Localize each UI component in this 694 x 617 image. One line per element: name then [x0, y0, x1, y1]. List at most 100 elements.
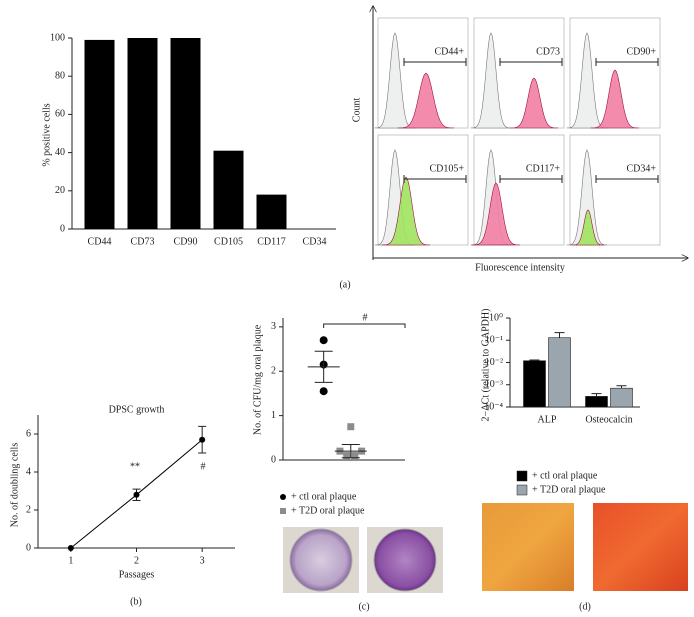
x-tick-label: 1 [68, 555, 73, 566]
bar [548, 337, 571, 408]
point [199, 436, 206, 443]
gate [595, 175, 659, 183]
flow-y-label: Count [351, 98, 362, 123]
point [133, 491, 140, 498]
x-tick-label: ALP [538, 414, 557, 425]
y-tick-label: 6 [26, 428, 31, 439]
y-tick-label: 60 [55, 109, 65, 120]
bar [256, 194, 287, 229]
marker-peak [471, 182, 521, 246]
annotation: # [201, 461, 206, 472]
stain-photo [593, 503, 688, 591]
point [351, 452, 359, 460]
marker-peak [381, 176, 431, 246]
legend-marker [280, 494, 286, 500]
y-tick-label: 0 [26, 542, 31, 553]
marker-peak [509, 77, 559, 129]
error-bar [554, 332, 565, 338]
marker-peak [590, 69, 640, 129]
point [347, 423, 355, 431]
legend-label: + ctl oral plaque [532, 470, 598, 481]
panel-label: (c) [358, 601, 369, 612]
x-tick-label: CD105 [214, 236, 243, 247]
marker-peak [571, 209, 605, 246]
gate-label: CD90+ [626, 46, 656, 57]
gate-label: CD34+ [626, 163, 656, 174]
bar [610, 387, 633, 408]
x-tick-label: 3 [200, 555, 205, 566]
y-tick-label: 20 [55, 185, 65, 196]
y-tick-label: 10⁻³ [485, 379, 503, 390]
x-tick-label: CD73 [131, 236, 155, 247]
y-tick-label: 0 [60, 223, 65, 234]
y-tick-label: 10⁻² [485, 357, 503, 368]
significance-bracket [323, 323, 406, 328]
point [343, 452, 351, 460]
error-bar [314, 350, 333, 383]
y-axis-label: % positive cells [41, 103, 52, 166]
annotation: # [363, 312, 368, 323]
panel-label: (b) [130, 596, 142, 607]
gate-label: CD44+ [434, 46, 464, 57]
gate-label: CD105+ [429, 163, 464, 174]
y-tick-label: 40 [55, 147, 65, 158]
panel-label: (a) [339, 279, 350, 290]
isotype-peak [470, 32, 512, 129]
y-axis-label: No. of doubling cells [9, 443, 20, 528]
y-tick-label: 3 [271, 321, 276, 332]
x-tick-label: CD44 [88, 236, 112, 247]
colony-photo [373, 528, 437, 592]
gate [403, 58, 467, 66]
y-tick-label: 100 [50, 32, 65, 43]
x-tick-label: CD34 [303, 236, 327, 247]
y-tick-label: 80 [55, 70, 65, 81]
legend-label: + T2D oral plaque [291, 505, 365, 516]
gate-label: CD117+ [526, 163, 561, 174]
flow-x-label: Fluorescence intensity [475, 262, 565, 273]
x-tick-label: CD90 [174, 236, 198, 247]
isotype-peak [566, 149, 608, 246]
x-tick-label: CD117 [257, 236, 286, 247]
error-bar [616, 385, 627, 389]
bar [585, 396, 608, 408]
legend-label: + ctl oral plaque [291, 491, 357, 502]
gate [595, 58, 659, 66]
gate [499, 175, 563, 183]
legend-label: + T2D oral plaque [532, 484, 606, 495]
error-bar [591, 393, 602, 397]
y-tick-label: 10⁻¹ [485, 335, 503, 346]
x-axis-label: Passages [119, 569, 155, 580]
stain-photo [482, 503, 574, 591]
gate-label: CD73 [536, 46, 560, 57]
gate [499, 58, 563, 66]
point [319, 336, 328, 345]
panel-label: (d) [579, 601, 591, 612]
y-tick-label: 1 [271, 410, 276, 421]
error-bar [341, 443, 360, 459]
bar [213, 150, 244, 229]
bar [523, 360, 546, 408]
point [67, 545, 74, 551]
y-tick-label: 10⁻⁴ [484, 401, 503, 412]
gate [403, 175, 467, 183]
y-tick-label: 2 [271, 366, 276, 377]
marker-peak [397, 72, 455, 129]
legend-swatch [516, 470, 528, 482]
colony-photo [289, 528, 353, 592]
y-tick-label: 10⁰ [489, 312, 503, 323]
y-tick-label: 2 [26, 504, 31, 515]
legend-swatch [516, 484, 528, 496]
x-tick-label: Osteocalcin [585, 414, 632, 425]
y-tick-label: 4 [26, 466, 31, 477]
y-axis-label: No. of CFU/mg oral plaque [252, 324, 263, 435]
x-tick-label: 2 [134, 555, 139, 566]
bar [127, 38, 158, 229]
point [319, 387, 328, 396]
legend-marker [280, 508, 286, 514]
bar [84, 39, 115, 229]
y-tick-label: 0 [271, 454, 276, 465]
chart-title: DPSC growth [109, 404, 165, 415]
annotation: ** [130, 461, 140, 472]
